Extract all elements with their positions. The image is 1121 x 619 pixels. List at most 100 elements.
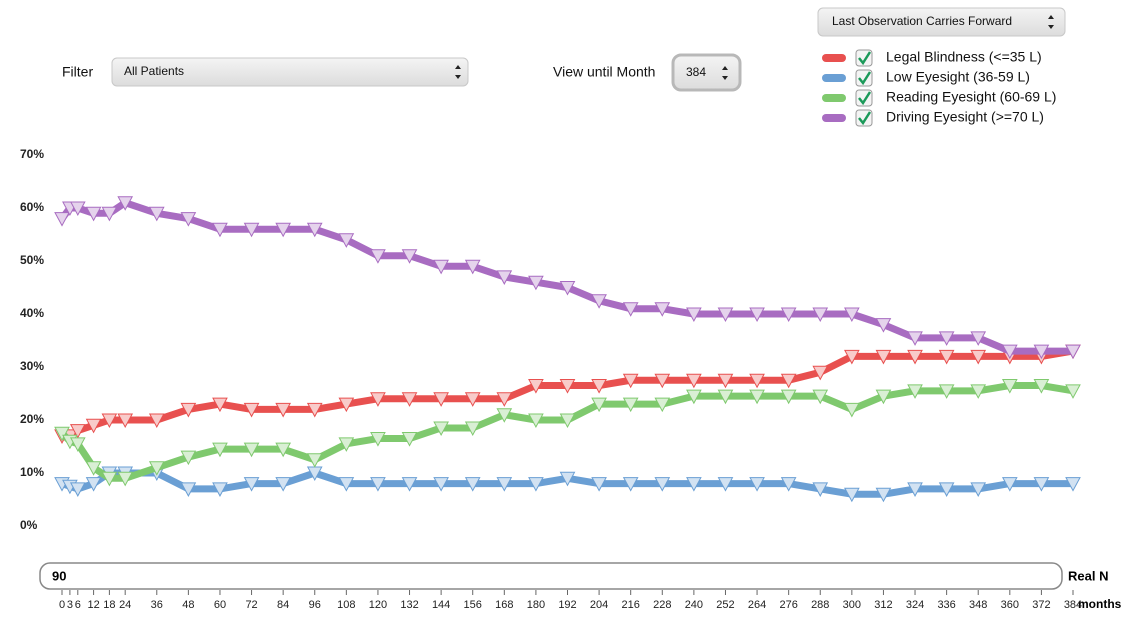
- y-tick-label: 60%: [20, 200, 44, 214]
- point-marker: [370, 249, 386, 264]
- x-tick-label: 6: [75, 599, 81, 611]
- x-tick-label: 12: [87, 599, 99, 611]
- legend-checkbox[interactable]: [855, 109, 873, 127]
- x-tick-label: 0: [59, 599, 65, 611]
- point-marker: [907, 331, 923, 346]
- point-marker: [686, 477, 702, 492]
- point-marker: [243, 477, 260, 492]
- point-marker: [433, 477, 449, 492]
- point-marker: [496, 408, 513, 423]
- point-marker: [717, 307, 734, 323]
- point-marker: [401, 477, 418, 492]
- point-marker: [970, 384, 987, 399]
- month-label: View until Month: [553, 64, 655, 80]
- point-marker: [528, 477, 544, 492]
- x-tick-label: 60: [214, 599, 226, 611]
- point-marker: [1001, 379, 1018, 394]
- point-marker: [1033, 379, 1050, 394]
- point-marker: [749, 389, 765, 405]
- series-line: [59, 382, 1074, 482]
- point-marker: [275, 477, 291, 492]
- x-tick-label: 192: [558, 599, 576, 611]
- x-tick-label: 180: [527, 599, 545, 611]
- legend-checkbox[interactable]: [855, 49, 873, 67]
- point-marker: [559, 471, 576, 487]
- y-tick-label: 0%: [20, 518, 38, 532]
- checkbox-check: [858, 71, 872, 86]
- x-tick-label: 312: [874, 599, 892, 611]
- month-value: 384: [686, 65, 706, 79]
- point-marker: [433, 392, 449, 407]
- point-marker: [306, 222, 323, 238]
- point-marker: [69, 424, 86, 439]
- point-marker: [559, 281, 576, 296]
- point-marker: [907, 349, 923, 365]
- filter-select[interactable]: All Patients: [111, 57, 469, 87]
- point-marker: [528, 413, 544, 429]
- point-marker: [117, 471, 134, 487]
- checkbox-check: [858, 51, 872, 66]
- point-marker: [812, 307, 829, 323]
- point-marker: [622, 302, 639, 317]
- x-tick-label: 144: [432, 599, 450, 611]
- point-marker: [591, 477, 607, 492]
- point-marker: [875, 389, 892, 405]
- x-tick-label: 336: [937, 599, 955, 611]
- x-tick-label: 96: [309, 599, 321, 611]
- point-marker: [875, 318, 892, 333]
- legend-checkbox[interactable]: [855, 89, 873, 107]
- point-marker: [243, 442, 260, 458]
- point-marker: [970, 482, 987, 497]
- month-select[interactable]: 384: [671, 53, 742, 92]
- point-marker: [622, 373, 639, 389]
- point-marker: [528, 275, 544, 291]
- x-tick-label: 168: [495, 599, 513, 611]
- point-marker: [1033, 477, 1050, 492]
- point-marker: [464, 392, 481, 407]
- point-marker: [844, 349, 860, 365]
- imputation-value: Last Observation Carries Forward: [832, 14, 1012, 28]
- x-tick-label: 3: [67, 599, 73, 611]
- point-marker: [654, 373, 671, 389]
- point-marker: [780, 389, 797, 405]
- n-bar: [39, 562, 1063, 590]
- point-marker: [54, 426, 70, 442]
- y-tick-label: 70%: [20, 147, 44, 161]
- point-marker: [464, 477, 481, 492]
- point-marker: [1001, 344, 1018, 360]
- point-marker: [69, 437, 86, 452]
- legend-label: Driving Eyesight (>=70 L): [886, 109, 1044, 125]
- point-marker: [101, 413, 118, 429]
- point-marker: [212, 397, 228, 413]
- point-marker: [559, 413, 576, 429]
- point-marker: [654, 397, 671, 413]
- point-marker: [591, 397, 607, 413]
- x-tick-label: 324: [906, 599, 924, 611]
- point-marker: [117, 196, 134, 211]
- point-marker: [970, 349, 987, 365]
- imputation-select[interactable]: Last Observation Carries Forward: [817, 7, 1066, 37]
- point-marker: [686, 389, 702, 405]
- point-marker: [433, 259, 449, 275]
- point-marker: [370, 432, 386, 447]
- point-marker: [243, 402, 260, 418]
- point-marker: [938, 384, 955, 399]
- point-marker: [464, 421, 481, 437]
- x-tick-label: 276: [779, 599, 797, 611]
- point-marker: [401, 432, 418, 447]
- point-marker: [496, 392, 513, 407]
- point-marker: [117, 413, 134, 429]
- y-tick-label: 50%: [20, 253, 44, 267]
- x-tick-label: 216: [622, 599, 640, 611]
- point-marker: [591, 379, 607, 394]
- y-tick-label: 20%: [20, 412, 44, 426]
- filter-label: Filter: [62, 64, 93, 80]
- checkbox-check: [858, 111, 872, 126]
- point-marker: [338, 437, 355, 452]
- x-tick-label: 24: [119, 599, 131, 611]
- legend-checkbox[interactable]: [855, 69, 873, 87]
- series-line: [62, 347, 1074, 440]
- point-marker: [812, 365, 829, 381]
